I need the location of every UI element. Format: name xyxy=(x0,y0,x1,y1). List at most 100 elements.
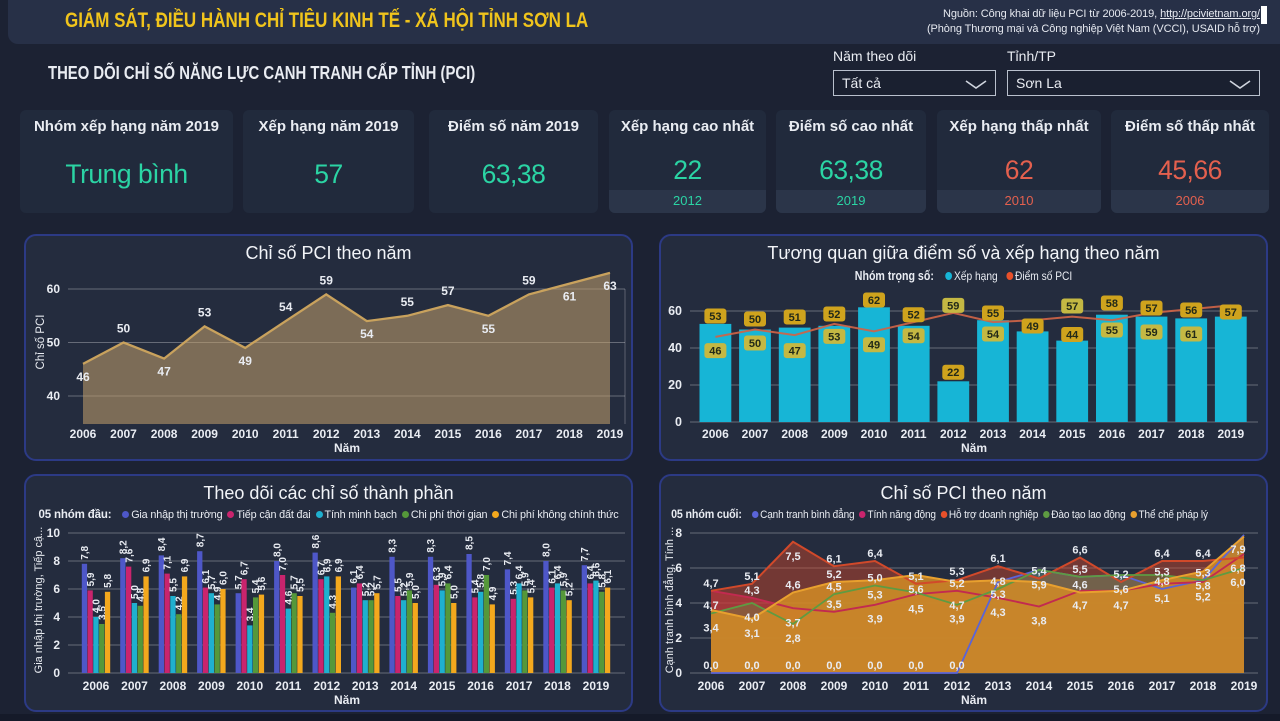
svg-text:6,4: 6,4 xyxy=(1195,548,1211,560)
svg-text:50: 50 xyxy=(749,314,761,326)
svg-text:47: 47 xyxy=(789,346,801,358)
svg-text:5,5: 5,5 xyxy=(169,578,180,592)
svg-text:2017: 2017 xyxy=(1149,679,1176,693)
svg-text:3,9: 3,9 xyxy=(867,614,882,626)
svg-text:4,7: 4,7 xyxy=(949,600,964,612)
svg-text:4,0: 4,0 xyxy=(92,599,103,613)
svg-text:6,0: 6,0 xyxy=(1230,577,1245,589)
svg-text:2014: 2014 xyxy=(390,679,417,693)
svg-text:2007: 2007 xyxy=(742,427,769,441)
svg-text:5,9: 5,9 xyxy=(405,572,416,586)
svg-text:4,3: 4,3 xyxy=(328,594,339,608)
svg-text:20: 20 xyxy=(668,378,682,392)
svg-text:5,2: 5,2 xyxy=(1113,569,1128,581)
svg-text:7,5: 7,5 xyxy=(785,551,800,563)
svg-text:40: 40 xyxy=(47,389,61,403)
svg-text:2015: 2015 xyxy=(429,679,456,693)
svg-text:6,1: 6,1 xyxy=(826,553,841,565)
svg-text:4,2: 4,2 xyxy=(174,596,185,610)
svg-text:6,1: 6,1 xyxy=(603,569,614,583)
svg-text:2006: 2006 xyxy=(83,679,110,693)
svg-text:4,6: 4,6 xyxy=(284,590,295,604)
svg-text:5,1: 5,1 xyxy=(1154,593,1169,605)
svg-text:4,3: 4,3 xyxy=(990,607,1005,619)
svg-text:59: 59 xyxy=(522,273,536,287)
svg-text:8: 8 xyxy=(675,526,682,540)
svg-text:4: 4 xyxy=(53,610,60,624)
svg-text:2011: 2011 xyxy=(903,679,929,693)
svg-text:55: 55 xyxy=(482,322,496,336)
svg-text:5,3: 5,3 xyxy=(1195,567,1210,579)
svg-text:2017: 2017 xyxy=(516,427,543,441)
svg-text:59: 59 xyxy=(1145,327,1157,339)
svg-text:3,5: 3,5 xyxy=(97,606,108,620)
svg-text:6,4: 6,4 xyxy=(515,565,526,579)
svg-text:6,9: 6,9 xyxy=(142,558,153,572)
svg-text:2016: 2016 xyxy=(1099,427,1126,441)
svg-text:0,0: 0,0 xyxy=(785,660,800,672)
svg-text:2018: 2018 xyxy=(1190,679,1217,693)
svg-text:2008: 2008 xyxy=(151,427,178,441)
svg-text:8,6: 8,6 xyxy=(311,534,322,548)
svg-text:8,5: 8,5 xyxy=(465,536,476,550)
svg-text:2015: 2015 xyxy=(1059,427,1086,441)
svg-text:4,8: 4,8 xyxy=(136,587,147,601)
svg-text:6,4: 6,4 xyxy=(1154,548,1170,560)
svg-text:2012: 2012 xyxy=(313,427,340,441)
svg-text:49: 49 xyxy=(868,340,880,352)
svg-text:2011: 2011 xyxy=(275,679,301,693)
svg-text:5,6: 5,6 xyxy=(257,576,268,590)
svg-text:6,9: 6,9 xyxy=(322,558,333,572)
svg-text:2012: 2012 xyxy=(940,427,967,441)
svg-text:57: 57 xyxy=(1225,307,1237,319)
svg-text:8,7: 8,7 xyxy=(195,533,206,547)
svg-text:3,9: 3,9 xyxy=(949,614,964,626)
svg-text:10: 10 xyxy=(47,526,61,540)
svg-text:60: 60 xyxy=(668,304,682,318)
svg-text:52: 52 xyxy=(828,309,840,321)
svg-text:44: 44 xyxy=(1066,330,1079,342)
svg-text:5,6: 5,6 xyxy=(908,584,923,596)
svg-text:3,7: 3,7 xyxy=(785,617,800,629)
svg-text:4,7: 4,7 xyxy=(1072,600,1087,612)
svg-text:4,6: 4,6 xyxy=(785,580,800,592)
svg-text:54: 54 xyxy=(279,300,293,314)
svg-text:5,2: 5,2 xyxy=(565,582,576,596)
svg-text:2007: 2007 xyxy=(110,427,137,441)
svg-text:6,4: 6,4 xyxy=(355,565,366,579)
svg-text:5,4: 5,4 xyxy=(470,579,481,593)
svg-text:2017: 2017 xyxy=(1138,427,1165,441)
svg-text:5,7: 5,7 xyxy=(372,575,383,589)
svg-text:8,4: 8,4 xyxy=(157,537,168,551)
svg-text:40: 40 xyxy=(668,341,682,355)
svg-text:8: 8 xyxy=(53,554,60,568)
svg-text:57: 57 xyxy=(441,284,455,298)
svg-text:5,5: 5,5 xyxy=(296,578,307,592)
svg-text:2014: 2014 xyxy=(394,427,421,441)
svg-text:4,3: 4,3 xyxy=(744,585,759,597)
svg-text:50: 50 xyxy=(749,338,761,350)
svg-text:2018: 2018 xyxy=(544,679,571,693)
svg-text:4,8: 4,8 xyxy=(990,576,1005,588)
svg-text:5,8: 5,8 xyxy=(476,573,487,587)
svg-text:0: 0 xyxy=(675,666,682,680)
svg-text:2014: 2014 xyxy=(1019,427,1046,441)
svg-text:5,4: 5,4 xyxy=(526,579,537,593)
svg-text:5,2: 5,2 xyxy=(1195,592,1210,604)
svg-text:46: 46 xyxy=(709,346,721,358)
svg-text:Gia nhập thị trường, Tiếp cậ..: Gia nhập thị trường, Tiếp cậ... xyxy=(33,527,45,674)
svg-text:5,3: 5,3 xyxy=(990,589,1005,601)
svg-text:49: 49 xyxy=(1026,321,1038,333)
svg-text:5,7: 5,7 xyxy=(234,575,245,589)
svg-text:46: 46 xyxy=(76,370,90,384)
svg-text:61: 61 xyxy=(1185,329,1197,341)
svg-text:3,4: 3,4 xyxy=(245,607,256,621)
svg-text:54: 54 xyxy=(360,327,374,341)
svg-text:6,4: 6,4 xyxy=(444,565,455,579)
svg-text:56: 56 xyxy=(1185,305,1197,317)
svg-text:55: 55 xyxy=(1106,325,1118,337)
svg-text:53: 53 xyxy=(198,305,212,319)
svg-text:5,2: 5,2 xyxy=(367,582,378,596)
svg-text:54: 54 xyxy=(907,331,920,343)
svg-text:5,8: 5,8 xyxy=(103,573,114,587)
